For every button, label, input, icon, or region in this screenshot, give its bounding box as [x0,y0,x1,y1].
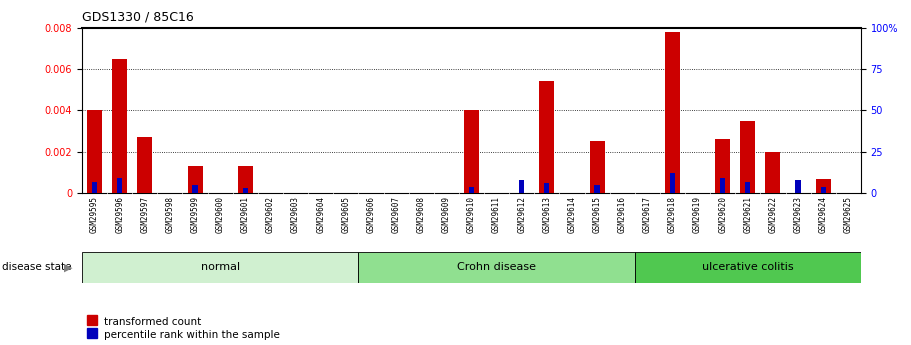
Text: GSM29606: GSM29606 [366,196,375,233]
Bar [745,181,751,193]
Text: GSM29601: GSM29601 [241,196,250,233]
Text: GSM29596: GSM29596 [115,196,124,233]
Text: GSM29604: GSM29604 [316,196,325,233]
Bar [87,110,102,193]
Text: GSM29610: GSM29610 [467,196,476,233]
Bar [82,252,358,283]
Text: GSM29615: GSM29615 [592,196,601,233]
Text: GSM29598: GSM29598 [166,196,174,233]
Text: normal: normal [200,263,240,272]
Text: GSM29620: GSM29620 [718,196,727,233]
Text: Crohn disease: Crohn disease [457,263,536,272]
Text: GSM29619: GSM29619 [693,196,702,233]
Bar [242,188,248,193]
Bar [635,252,861,283]
Text: GSM29622: GSM29622 [769,196,777,233]
Bar [815,179,831,193]
Text: GSM29617: GSM29617 [643,196,652,233]
Text: GSM29603: GSM29603 [291,196,300,233]
Text: GSM29624: GSM29624 [819,196,828,233]
Text: ▶: ▶ [65,263,73,272]
Text: GSM29597: GSM29597 [140,196,149,233]
Bar [519,180,525,193]
Text: GSM29621: GSM29621 [743,196,752,233]
Bar [188,166,202,193]
Bar [92,181,97,193]
Text: GSM29595: GSM29595 [90,196,99,233]
Bar [715,139,731,193]
Text: GSM29623: GSM29623 [793,196,803,233]
Text: GSM29613: GSM29613 [542,196,551,233]
Text: ulcerative colitis: ulcerative colitis [702,263,793,272]
Bar [589,141,605,193]
Text: GSM29599: GSM29599 [190,196,200,233]
Text: GSM29607: GSM29607 [392,196,401,233]
Bar [112,59,128,193]
Bar [821,187,826,193]
Bar [192,185,198,193]
Legend: transformed count, percentile rank within the sample: transformed count, percentile rank withi… [87,317,280,340]
Bar [595,185,599,193]
Text: GSM29614: GSM29614 [568,196,577,233]
Text: disease state: disease state [2,263,71,272]
Text: GSM29600: GSM29600 [216,196,225,233]
Text: GSM29609: GSM29609 [442,196,451,233]
Text: GSM29602: GSM29602 [266,196,275,233]
Bar [741,121,755,193]
Bar [765,152,781,193]
Text: GSM29612: GSM29612 [517,196,527,233]
Text: GSM29608: GSM29608 [416,196,425,233]
Text: GSM29605: GSM29605 [342,196,351,233]
Bar [117,178,122,193]
Text: GSM29616: GSM29616 [618,196,627,233]
Text: GSM29625: GSM29625 [844,196,853,233]
Bar [464,110,479,193]
Bar [795,180,801,193]
Bar [670,173,675,193]
Bar [238,166,253,193]
Bar [539,81,555,193]
Bar [544,183,549,193]
Bar [138,137,152,193]
Bar [469,187,474,193]
Text: GDS1330 / 85C16: GDS1330 / 85C16 [82,10,194,23]
Text: GSM29618: GSM29618 [668,196,677,233]
Bar [720,178,725,193]
Text: GSM29611: GSM29611 [492,196,501,233]
Bar [358,252,635,283]
Bar [665,32,680,193]
